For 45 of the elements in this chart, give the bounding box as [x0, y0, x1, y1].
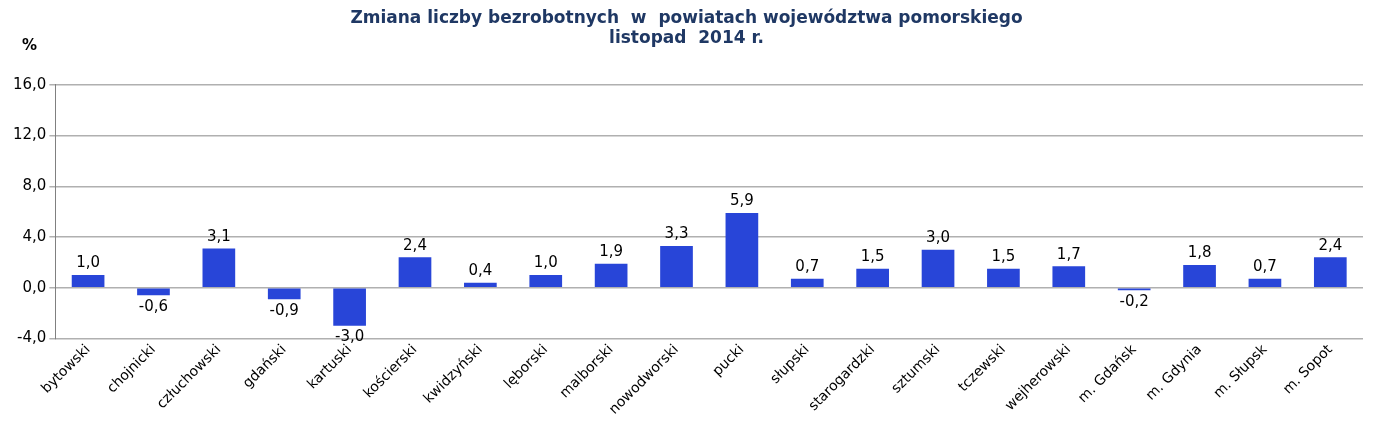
- bar: [856, 268, 889, 287]
- bar: [71, 275, 105, 287]
- bar: [398, 257, 432, 287]
- data-label: -0,2: [1119, 291, 1149, 310]
- y-tick-label: 4,0: [22, 226, 47, 245]
- data-label: 2,4: [403, 235, 427, 254]
- data-label: 0,4: [468, 261, 493, 280]
- bar: [790, 278, 824, 287]
- data-label: 1,8: [1187, 243, 1212, 262]
- data-label: 3,3: [664, 224, 689, 243]
- bar: [333, 288, 366, 326]
- data-label: 1,5: [991, 247, 1016, 266]
- bar: [1313, 257, 1347, 287]
- y-tick-label: -4,0: [17, 328, 47, 347]
- chart-title: Zmiana liczby bezrobotnych w powiatach województwa pomorskiego listopad 2014 r.: [350, 6, 1023, 48]
- bar: [594, 263, 628, 287]
- data-label: 2,4: [1318, 235, 1343, 254]
- data-label: 0,7: [1253, 257, 1277, 276]
- data-label: -0,9: [269, 300, 299, 319]
- bar: [921, 249, 955, 287]
- data-label: 5,9: [729, 191, 754, 210]
- data-label: 1,0: [533, 253, 558, 272]
- data-label: 3,0: [926, 228, 950, 247]
- y-tick-label: 0,0: [22, 277, 47, 296]
- y-axis-title: %: [22, 36, 38, 54]
- bar: [725, 212, 759, 287]
- bar: [202, 248, 236, 287]
- data-label: 1,7: [1056, 244, 1081, 263]
- bar: [660, 245, 693, 287]
- data-label: 0,7: [795, 257, 820, 276]
- bar: [1052, 266, 1086, 287]
- bar: [987, 268, 1020, 287]
- data-label: -0,6: [138, 296, 169, 315]
- data-label: 3,1: [206, 226, 231, 245]
- y-tick-label: 8,0: [22, 176, 47, 195]
- data-label: 1,9: [599, 242, 624, 261]
- y-tick-label: 16,0: [12, 74, 47, 93]
- data-label: 1,5: [860, 247, 885, 266]
- bar: [1183, 264, 1216, 287]
- y-tick-label: 12,0: [12, 125, 47, 144]
- bar: [267, 288, 301, 300]
- bar: [529, 275, 563, 287]
- bar: [464, 282, 497, 287]
- bar: [1248, 278, 1282, 287]
- data-label: 1,0: [76, 253, 101, 272]
